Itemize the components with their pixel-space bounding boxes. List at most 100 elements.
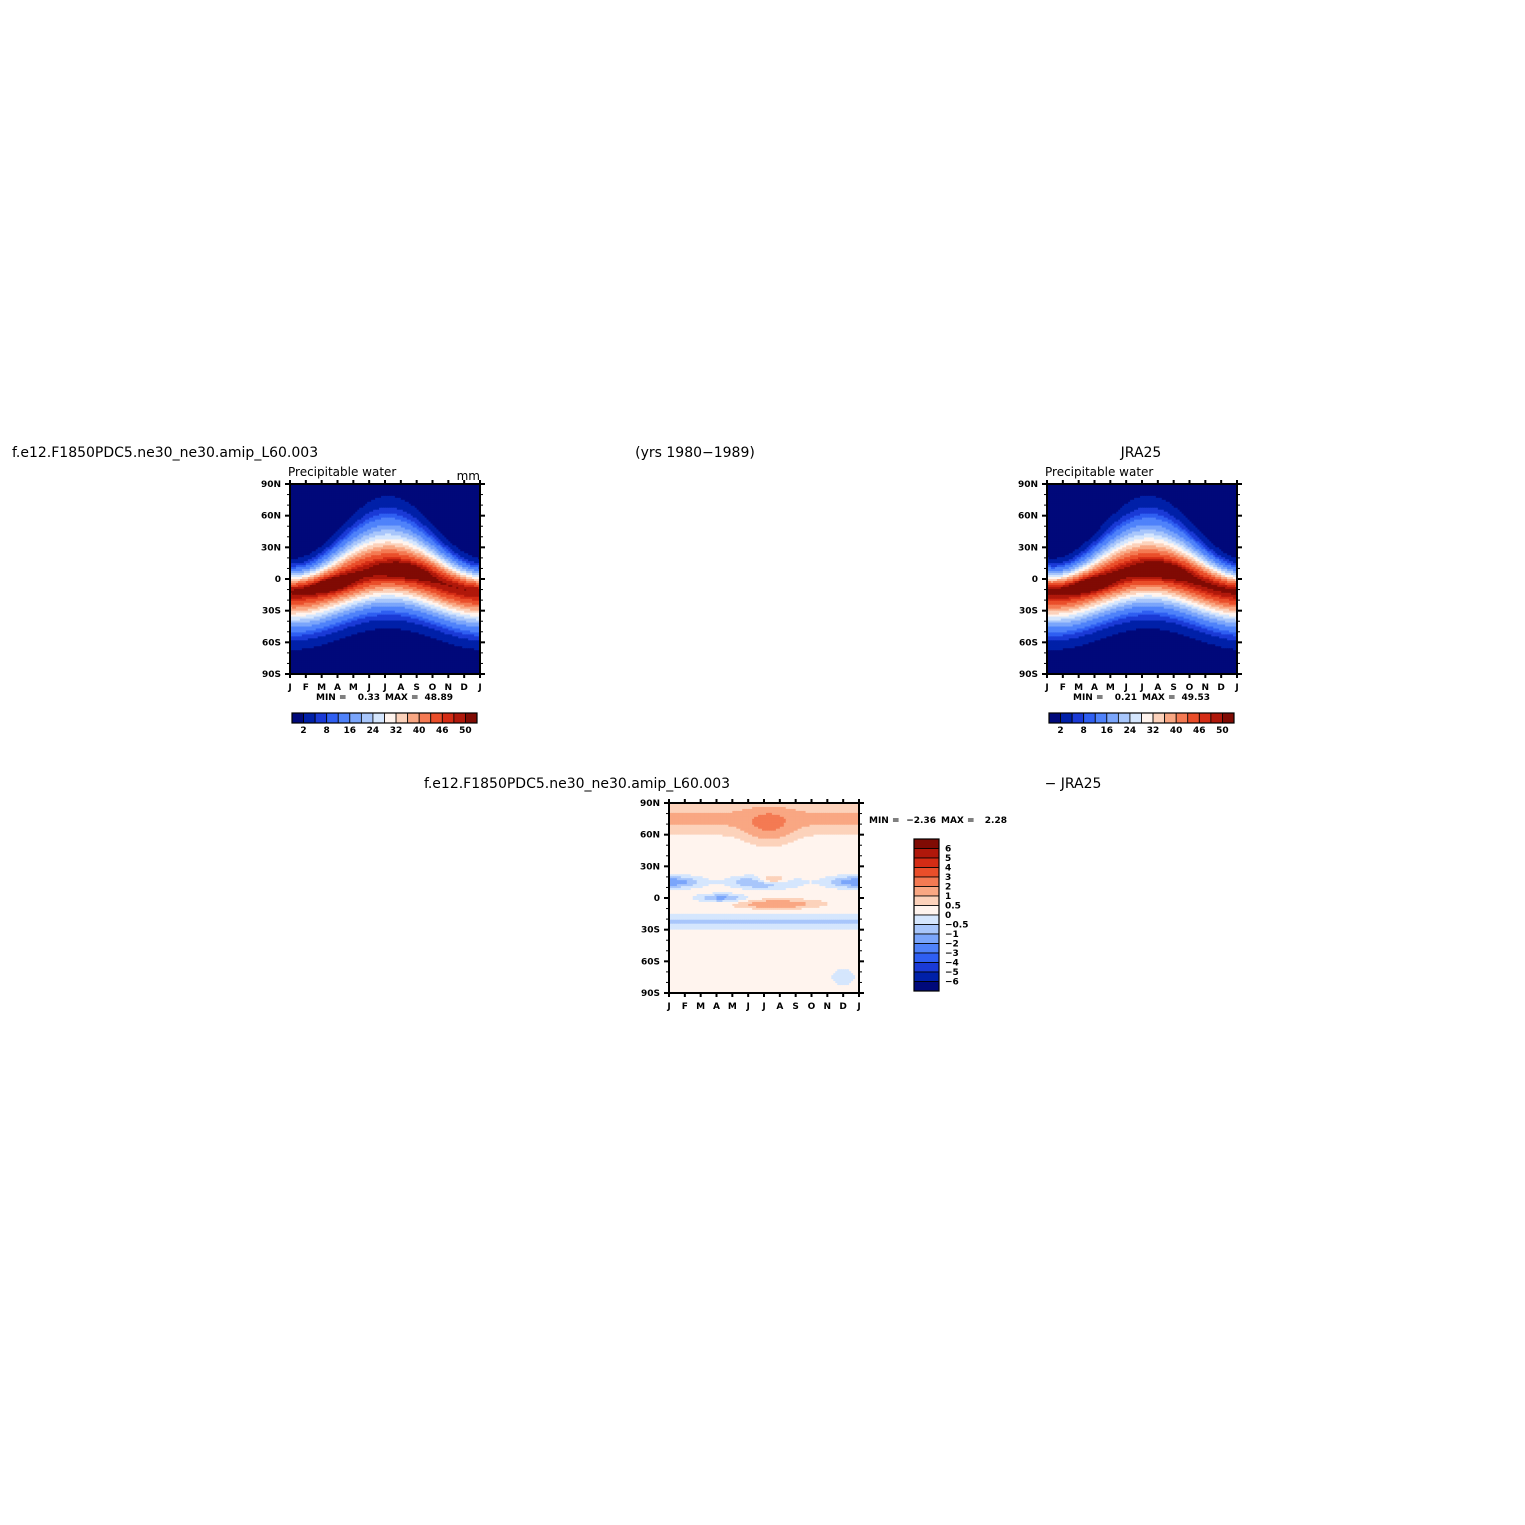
model-cell	[329, 507, 333, 511]
model-cell	[404, 565, 408, 568]
model-cell	[412, 577, 416, 580]
model-cell	[297, 567, 301, 570]
model-cell	[331, 555, 335, 558]
model-cell	[331, 535, 335, 539]
model-cell	[460, 489, 463, 493]
model-cell	[303, 551, 307, 554]
model-cell	[385, 553, 388, 556]
model-cell	[327, 567, 331, 570]
model-cell	[359, 485, 362, 489]
model-cell	[353, 557, 356, 560]
model-cell	[474, 519, 477, 523]
model-cell	[371, 582, 374, 586]
model-cell	[337, 505, 341, 509]
model-cell	[474, 531, 477, 535]
model-cell	[377, 565, 380, 568]
model-cell	[456, 577, 459, 580]
model-cell	[442, 517, 445, 521]
model-cell	[410, 493, 414, 497]
model-cell	[428, 563, 432, 566]
model-cell	[345, 555, 348, 558]
model-cell	[321, 584, 325, 588]
model-cell	[442, 582, 445, 586]
model-cell	[333, 537, 337, 541]
model-cell	[375, 559, 378, 562]
model-cell	[297, 547, 301, 550]
model-cell	[388, 565, 392, 568]
model-cell	[385, 515, 388, 519]
model-cell	[299, 507, 303, 511]
model-cell	[339, 491, 343, 495]
model-cell	[398, 484, 402, 487]
model-cell	[448, 505, 451, 509]
model-cell	[458, 499, 461, 503]
model-cell	[390, 505, 394, 509]
model-cell	[454, 547, 457, 550]
model-cell	[377, 537, 380, 541]
model-cell	[428, 569, 432, 572]
model-cell	[357, 491, 360, 495]
model-cell	[452, 493, 455, 497]
model-cell	[406, 509, 410, 513]
model-cell	[468, 515, 471, 519]
model-cell	[355, 580, 358, 584]
model-cell	[428, 573, 432, 576]
model-cell	[311, 547, 315, 550]
model-cell	[458, 507, 461, 511]
model-cell	[422, 509, 426, 513]
model-cell	[361, 535, 364, 539]
model-cell	[398, 503, 402, 507]
model-cell	[290, 535, 293, 539]
model-cell	[373, 487, 376, 491]
model-cell	[315, 489, 319, 493]
model-cell	[315, 513, 319, 517]
model-cell	[373, 551, 376, 554]
model-cell	[297, 553, 301, 556]
model-cell	[442, 485, 445, 489]
model-cell	[436, 531, 440, 535]
model-cell	[311, 537, 315, 541]
model-cell	[319, 529, 323, 533]
model-cell	[321, 535, 325, 539]
model-cell	[349, 571, 352, 574]
model-cell	[349, 582, 352, 586]
model-cell	[472, 513, 475, 517]
model-cell	[388, 487, 392, 491]
model-cell	[313, 567, 317, 570]
model-cell	[448, 565, 451, 568]
model-cell	[347, 561, 350, 564]
model-cell	[291, 537, 295, 541]
model-cell	[327, 505, 331, 509]
model-cell	[307, 559, 311, 562]
model-cell	[343, 495, 347, 499]
model-cell	[434, 523, 438, 527]
model-cell	[388, 501, 392, 505]
model-cell	[329, 491, 333, 495]
model-cell	[379, 553, 382, 556]
model-cell	[341, 495, 345, 499]
model-cell	[373, 519, 376, 523]
model-cell	[418, 584, 422, 588]
model-cell	[402, 517, 406, 521]
model-cell	[390, 559, 394, 562]
model-cell	[363, 561, 366, 564]
model-cell	[424, 537, 428, 541]
model-cell	[428, 519, 432, 523]
model-cell	[388, 503, 392, 507]
model-cell	[476, 577, 479, 580]
model-cell	[313, 485, 317, 489]
model-cell	[398, 541, 402, 544]
model-cell	[402, 497, 406, 501]
model-cell	[355, 507, 358, 511]
model-cell	[347, 537, 350, 541]
model-cell	[470, 569, 473, 572]
model-cell	[420, 553, 424, 556]
model-cell	[470, 580, 473, 584]
model-cell	[388, 543, 392, 546]
model-cell	[456, 559, 459, 562]
model-cell	[424, 561, 428, 564]
model-cell	[311, 533, 315, 537]
model-cell	[446, 511, 449, 515]
model-cell	[436, 573, 440, 576]
model-cell	[341, 515, 345, 519]
